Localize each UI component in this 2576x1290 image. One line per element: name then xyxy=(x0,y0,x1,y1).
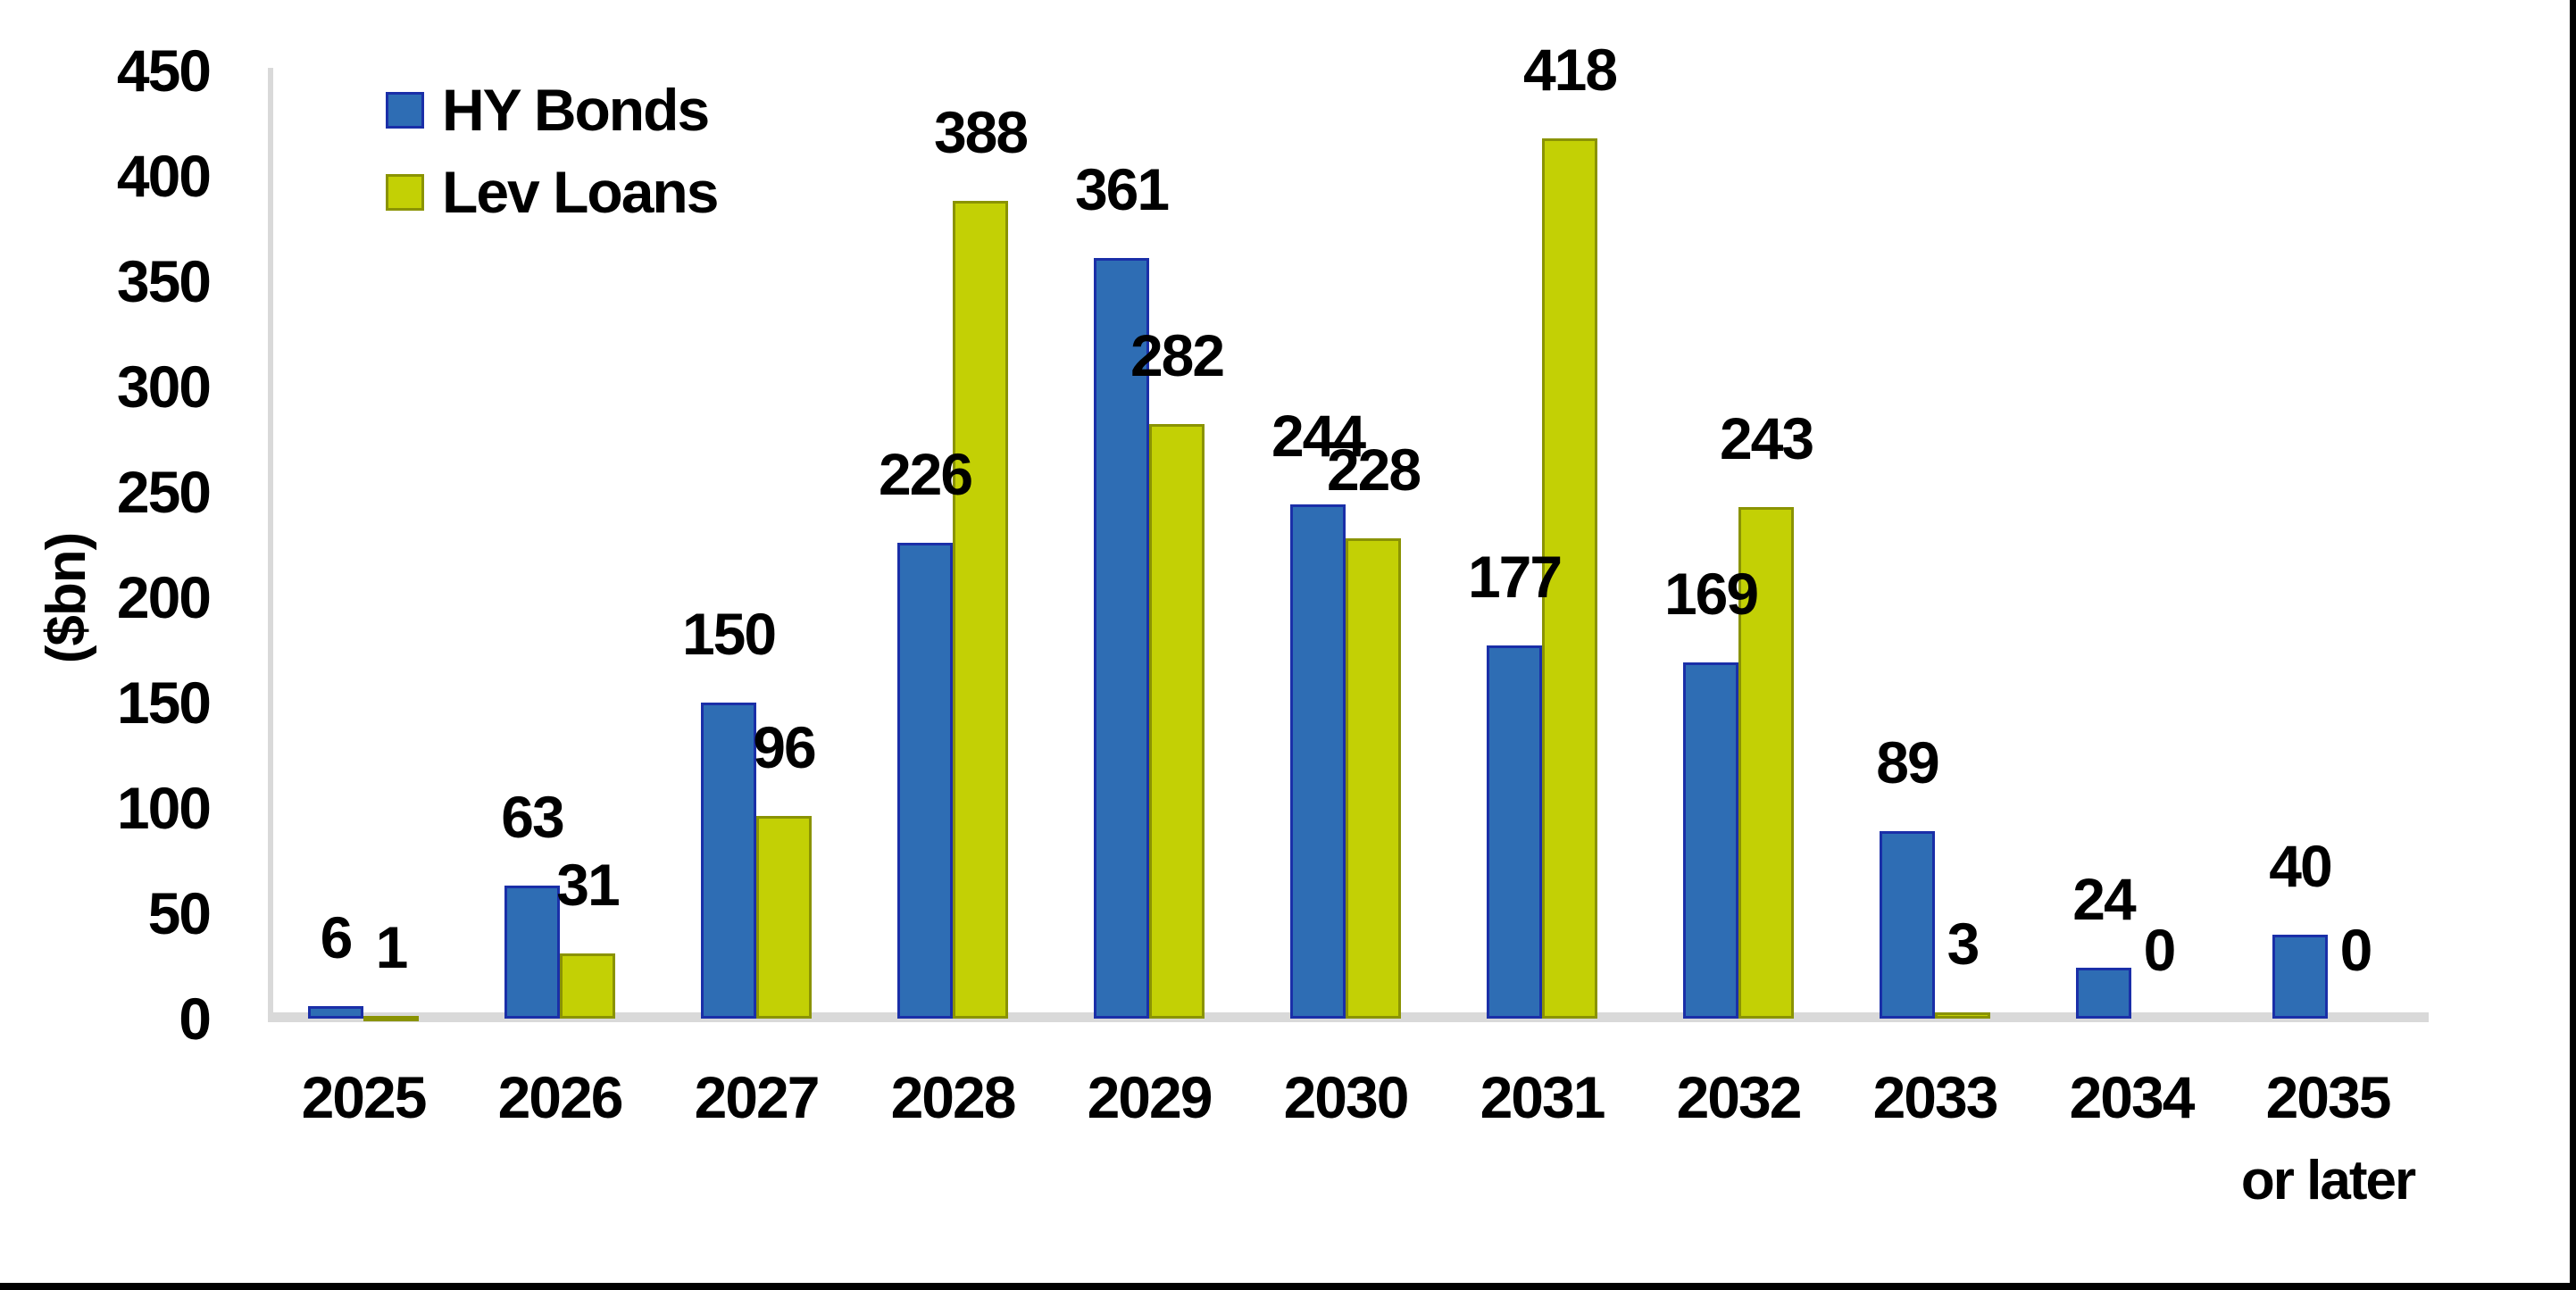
y-axis-line xyxy=(268,68,273,1022)
x-tick-2034: 2034 xyxy=(2069,1064,2196,1130)
bar-hy-bonds-2028 xyxy=(897,543,953,1019)
bar-hy-bonds-2025 xyxy=(308,1006,363,1019)
bar-lev-loans-2029 xyxy=(1149,424,1205,1019)
hy-bonds-swatch-icon xyxy=(386,91,424,129)
bar-lev-loans-2032 xyxy=(1738,507,1794,1019)
legend: HY Bonds Lev Loans xyxy=(386,80,719,225)
x-tick-2032: 2032 xyxy=(1676,1064,1803,1130)
y-tick-0: 0 xyxy=(179,986,212,1052)
legend-label-hy-bonds: HY Bonds xyxy=(442,77,710,143)
bar-lev-loans-2033 xyxy=(1935,1012,1990,1019)
y-tick-50: 50 xyxy=(147,880,212,946)
bar-lev-loans-2026 xyxy=(560,953,615,1019)
y-tick-400: 400 xyxy=(116,143,212,209)
bar-hy-bonds-2030 xyxy=(1290,504,1346,1019)
y-tick-150: 150 xyxy=(116,670,212,736)
bar-lev-loans-2025 xyxy=(363,1016,419,1021)
data-label-lev-loans-2028: 388 xyxy=(933,99,1029,165)
data-label-hy-bonds-2033: 89 xyxy=(1876,729,1939,795)
data-label-hy-bonds-2026: 63 xyxy=(501,784,564,850)
data-label-hy-bonds-2032: 169 xyxy=(1663,561,1759,627)
data-label-hy-bonds-2028: 226 xyxy=(878,441,973,507)
x-tick-2033: 2033 xyxy=(1872,1064,1999,1130)
y-tick-100: 100 xyxy=(116,775,212,841)
data-label-hy-bonds-2031: 177 xyxy=(1467,544,1563,610)
bar-hy-bonds-2034 xyxy=(2076,968,2131,1019)
bottom-border-line xyxy=(0,1283,2576,1290)
bar-hy-bonds-2035 xyxy=(2272,935,2328,1019)
y-tick-200: 200 xyxy=(116,564,212,630)
data-label-hy-bonds-2035: 40 xyxy=(2269,833,2332,899)
data-label-lev-loans-2027: 96 xyxy=(753,714,816,780)
data-label-hy-bonds-2034: 24 xyxy=(2072,866,2136,932)
bar-hy-bonds-2031 xyxy=(1487,645,1542,1019)
bar-hy-bonds-2027 xyxy=(701,703,756,1019)
x-tick-2027: 2027 xyxy=(694,1064,821,1130)
x-tick-2026: 2026 xyxy=(497,1064,624,1130)
bar-hy-bonds-2032 xyxy=(1683,662,1738,1019)
x-tick-2029: 2029 xyxy=(1087,1064,1213,1130)
data-label-hy-bonds-2025: 6 xyxy=(320,904,354,970)
data-label-lev-loans-2030: 228 xyxy=(1326,437,1421,503)
bar-lev-loans-2031 xyxy=(1542,138,1597,1019)
y-tick-350: 350 xyxy=(116,248,212,314)
bar-hy-bonds-2026 xyxy=(504,886,560,1019)
x-tick-2031: 2031 xyxy=(1480,1064,1606,1130)
data-label-lev-loans-2029: 282 xyxy=(1130,322,1225,388)
y-tick-300: 300 xyxy=(116,354,212,420)
right-border-line xyxy=(2570,0,2576,1290)
legend-item-hy-bonds: HY Bonds xyxy=(386,80,717,139)
x-tick-2030: 2030 xyxy=(1283,1064,1410,1130)
data-label-hy-bonds-2027: 150 xyxy=(681,601,777,667)
bar-hy-bonds-2029 xyxy=(1094,258,1149,1019)
data-label-lev-loans-2026: 31 xyxy=(556,852,620,918)
data-label-lev-loans-2034: 0 xyxy=(2143,917,2177,983)
data-label-lev-loans-2033: 3 xyxy=(1947,911,1980,977)
legend-item-lev-loans: Lev Loans xyxy=(386,159,719,225)
x-tick-2028: 2028 xyxy=(890,1064,1017,1130)
y-tick-450: 450 xyxy=(116,37,212,104)
legend-label-lev-loans: Lev Loans xyxy=(442,159,719,225)
bar-hy-bonds-2033 xyxy=(1880,831,1935,1019)
x-tick-2025: 2025 xyxy=(301,1064,428,1130)
bar-lev-loans-2027 xyxy=(756,816,812,1019)
data-label-hy-bonds-2029: 361 xyxy=(1074,156,1170,222)
data-label-lev-loans-2035: 0 xyxy=(2339,917,2373,983)
y-tick-250: 250 xyxy=(116,459,212,525)
data-label-hy-bonds-2030: 244 xyxy=(1271,403,1366,469)
data-label-lev-loans-2032: 243 xyxy=(1719,405,1814,471)
data-label-lev-loans-2025: 1 xyxy=(375,914,409,980)
bar-lev-loans-2030 xyxy=(1346,538,1401,1019)
data-label-lev-loans-2031: 418 xyxy=(1522,37,1618,103)
lev-loans-swatch-icon xyxy=(386,173,424,211)
x-tick-2035: 2035 xyxy=(2265,1064,2392,1130)
x-tick-sublabel-2035: or later xyxy=(2240,1150,2416,1211)
bar-lev-loans-2028 xyxy=(953,201,1008,1019)
